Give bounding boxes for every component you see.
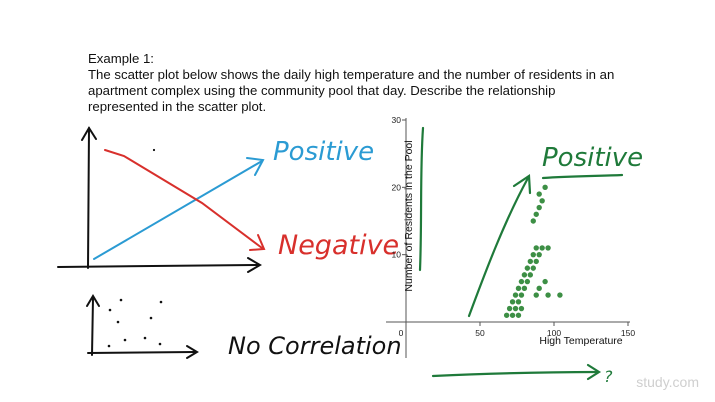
question-mark: ?: [604, 367, 613, 386]
scatter-point: [521, 285, 528, 292]
chart-ticks: 0 50 100 150 10 20 30: [392, 115, 636, 338]
scatter-point: [530, 265, 536, 271]
y-tick-label: 30: [392, 115, 402, 125]
scatter-point: [518, 305, 525, 312]
problem-statement: Example 1: The scatter plot below shows …: [88, 51, 648, 115]
no-correlation-label: No Correlation: [228, 332, 402, 360]
y-tick-label: 10: [392, 250, 402, 260]
scatter-point: [506, 305, 513, 312]
problem-line-3: represented in the scatter plot.: [88, 99, 267, 114]
x-tick-label: 0: [399, 328, 404, 338]
scatter-point: [557, 292, 563, 298]
chart-points: [503, 184, 563, 318]
x-tick-label: 150: [621, 328, 635, 338]
scatter-point: [542, 278, 548, 285]
problem-line-1: The scatter plot below shows the daily h…: [88, 67, 615, 82]
scatter-point: [515, 312, 522, 318]
sketch-axes-top: [57, 126, 262, 273]
positive-trend-line: [93, 157, 265, 260]
scatter-point: [518, 278, 525, 285]
scatter-point: [512, 292, 519, 298]
no-correlation-dots: [107, 148, 163, 348]
scatter-point: [515, 299, 522, 305]
sketch-axes-bottom: [86, 294, 199, 359]
scatter-point: [536, 204, 542, 211]
scatter-point: [521, 272, 528, 278]
negative-label: Negative: [278, 230, 399, 261]
negative-trend-line: [104, 149, 266, 251]
scatter-point: [545, 292, 551, 298]
scatter-point: [512, 305, 519, 312]
scatter-point: [524, 265, 531, 271]
scatter-point: [536, 191, 542, 197]
x-axis-label: High Temperature: [539, 335, 622, 347]
scatter-point: [536, 251, 542, 258]
y-tick-label: 20: [392, 182, 402, 192]
scatter-point: [515, 285, 522, 292]
scatter-point: [533, 245, 539, 251]
scatter-point: [539, 245, 545, 251]
y-axis-label: Number of Residents in the Pool: [403, 140, 415, 291]
scatter-point: [533, 211, 539, 217]
problem-line-2: apartment complex using the community po…: [88, 83, 556, 98]
scatter-point: [530, 251, 536, 258]
positive-label-right: Positive: [542, 143, 643, 173]
x-tick-label: 50: [475, 328, 485, 338]
scatter-point: [509, 299, 516, 305]
scatter-point: [545, 245, 551, 251]
green-annotations: [418, 126, 624, 381]
scatter-point: [533, 258, 539, 265]
scatter-point: [527, 258, 534, 265]
scatter-point: [503, 312, 510, 318]
x-tick-label: 100: [547, 328, 561, 338]
scatter-point: [542, 184, 548, 191]
scatter-point: [518, 292, 525, 298]
scatter-point: [533, 292, 539, 298]
scatter-point: [539, 198, 545, 204]
scatter-point: [536, 285, 542, 292]
scatter-point: [530, 218, 536, 224]
positive-label-left: Positive: [273, 137, 374, 167]
scatter-point: [527, 272, 534, 278]
example-heading: Example 1:: [88, 51, 154, 66]
chart-axes: [386, 118, 630, 358]
study-logo: study.com: [636, 374, 699, 390]
scatter-point: [524, 278, 531, 285]
scatter-point: [509, 312, 516, 318]
